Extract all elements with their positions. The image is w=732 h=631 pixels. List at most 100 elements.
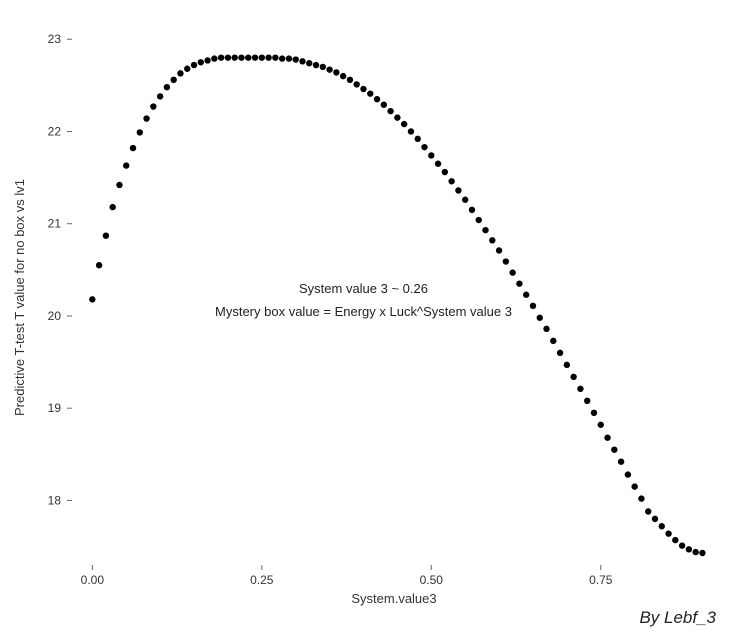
- data-point: [164, 84, 170, 90]
- y-tick-label: 22: [48, 124, 62, 138]
- data-point: [265, 54, 271, 60]
- data-point: [591, 410, 597, 416]
- data-point: [638, 495, 644, 501]
- data-point: [333, 69, 339, 75]
- data-point: [428, 152, 434, 158]
- data-point: [577, 386, 583, 392]
- data-point: [509, 269, 515, 275]
- scatter-chart: 0.00 0.25 0.50 0.75 18 19 20 21 22 23 System.value…: [0, 0, 732, 631]
- y-tick-label: 23: [48, 32, 62, 46]
- x-axis-label: System.value3: [351, 591, 436, 606]
- y-tick-label: 19: [48, 401, 62, 415]
- data-point: [415, 136, 421, 142]
- data-point: [204, 57, 210, 63]
- y-axis-label: Predictive T-test T value for no box vs …: [12, 179, 27, 416]
- data-point: [598, 422, 604, 428]
- data-point: [489, 237, 495, 243]
- data-point: [557, 350, 563, 356]
- data-point: [652, 516, 658, 522]
- y-axis: 18 19 20 21 22 23: [48, 32, 72, 507]
- data-point: [354, 81, 360, 87]
- data-point: [462, 197, 468, 203]
- data-point: [340, 73, 346, 79]
- data-point: [286, 55, 292, 61]
- data-point: [699, 550, 705, 556]
- panel-background: [72, 30, 716, 565]
- data-point: [618, 458, 624, 464]
- data-point: [130, 145, 136, 151]
- data-point: [231, 54, 237, 60]
- data-point: [245, 54, 251, 60]
- data-point: [109, 204, 115, 210]
- data-point: [218, 54, 224, 60]
- data-point: [272, 54, 278, 60]
- data-point: [611, 446, 617, 452]
- data-point: [381, 102, 387, 108]
- data-point: [157, 93, 163, 99]
- data-point: [564, 362, 570, 368]
- data-point: [326, 66, 332, 72]
- data-point: [306, 60, 312, 66]
- y-tick-label: 18: [48, 493, 62, 507]
- data-point: [584, 398, 590, 404]
- data-point: [645, 508, 651, 514]
- data-point: [496, 247, 502, 253]
- chart-annotation: Mystery box value = Energy x Luck^System…: [215, 304, 512, 319]
- data-point: [530, 303, 536, 309]
- data-point: [469, 207, 475, 213]
- data-point: [347, 77, 353, 83]
- data-point: [299, 58, 305, 64]
- data-point: [313, 62, 319, 68]
- author-caption: By Lebf_3: [0, 608, 716, 628]
- data-point: [170, 77, 176, 83]
- y-tick-label: 21: [48, 217, 62, 231]
- chart-container: 0.00 0.25 0.50 0.75 18 19 20 21 22 23 System.value…: [0, 0, 732, 631]
- data-point: [177, 70, 183, 76]
- data-point: [408, 128, 414, 134]
- data-point: [625, 471, 631, 477]
- data-point: [238, 54, 244, 60]
- data-point: [631, 483, 637, 489]
- data-point: [516, 280, 522, 286]
- x-tick-label: 0.75: [589, 573, 613, 587]
- data-point: [686, 546, 692, 552]
- data-point: [387, 108, 393, 114]
- data-point: [604, 435, 610, 441]
- data-point: [367, 90, 373, 96]
- data-point: [320, 64, 326, 70]
- data-point: [448, 178, 454, 184]
- data-point: [455, 187, 461, 193]
- data-point: [394, 114, 400, 120]
- chart-annotation: System value 3 ~ 0.26: [299, 281, 428, 296]
- data-point: [116, 182, 122, 188]
- data-point: [150, 103, 156, 109]
- x-axis: 0.00 0.25 0.50 0.75: [81, 565, 613, 587]
- data-point: [198, 59, 204, 65]
- x-tick-label: 0.00: [81, 573, 105, 587]
- data-point: [692, 549, 698, 555]
- x-tick-label: 0.50: [420, 573, 444, 587]
- data-point: [103, 232, 109, 238]
- data-point: [143, 115, 149, 121]
- data-point: [421, 144, 427, 150]
- data-point: [137, 129, 143, 135]
- data-point: [360, 86, 366, 92]
- data-point: [537, 315, 543, 321]
- data-point: [89, 296, 95, 302]
- data-point: [435, 161, 441, 167]
- data-point: [293, 56, 299, 62]
- data-point: [476, 217, 482, 223]
- x-tick-label: 0.25: [250, 573, 274, 587]
- data-point: [279, 55, 285, 61]
- data-point: [503, 258, 509, 264]
- y-tick-label: 20: [48, 309, 62, 323]
- data-point: [543, 326, 549, 332]
- data-point: [665, 530, 671, 536]
- data-point: [96, 262, 102, 268]
- data-point: [570, 374, 576, 380]
- data-point: [191, 62, 197, 68]
- data-point: [442, 169, 448, 175]
- data-point: [259, 54, 265, 60]
- data-point: [401, 121, 407, 127]
- data-point: [225, 54, 231, 60]
